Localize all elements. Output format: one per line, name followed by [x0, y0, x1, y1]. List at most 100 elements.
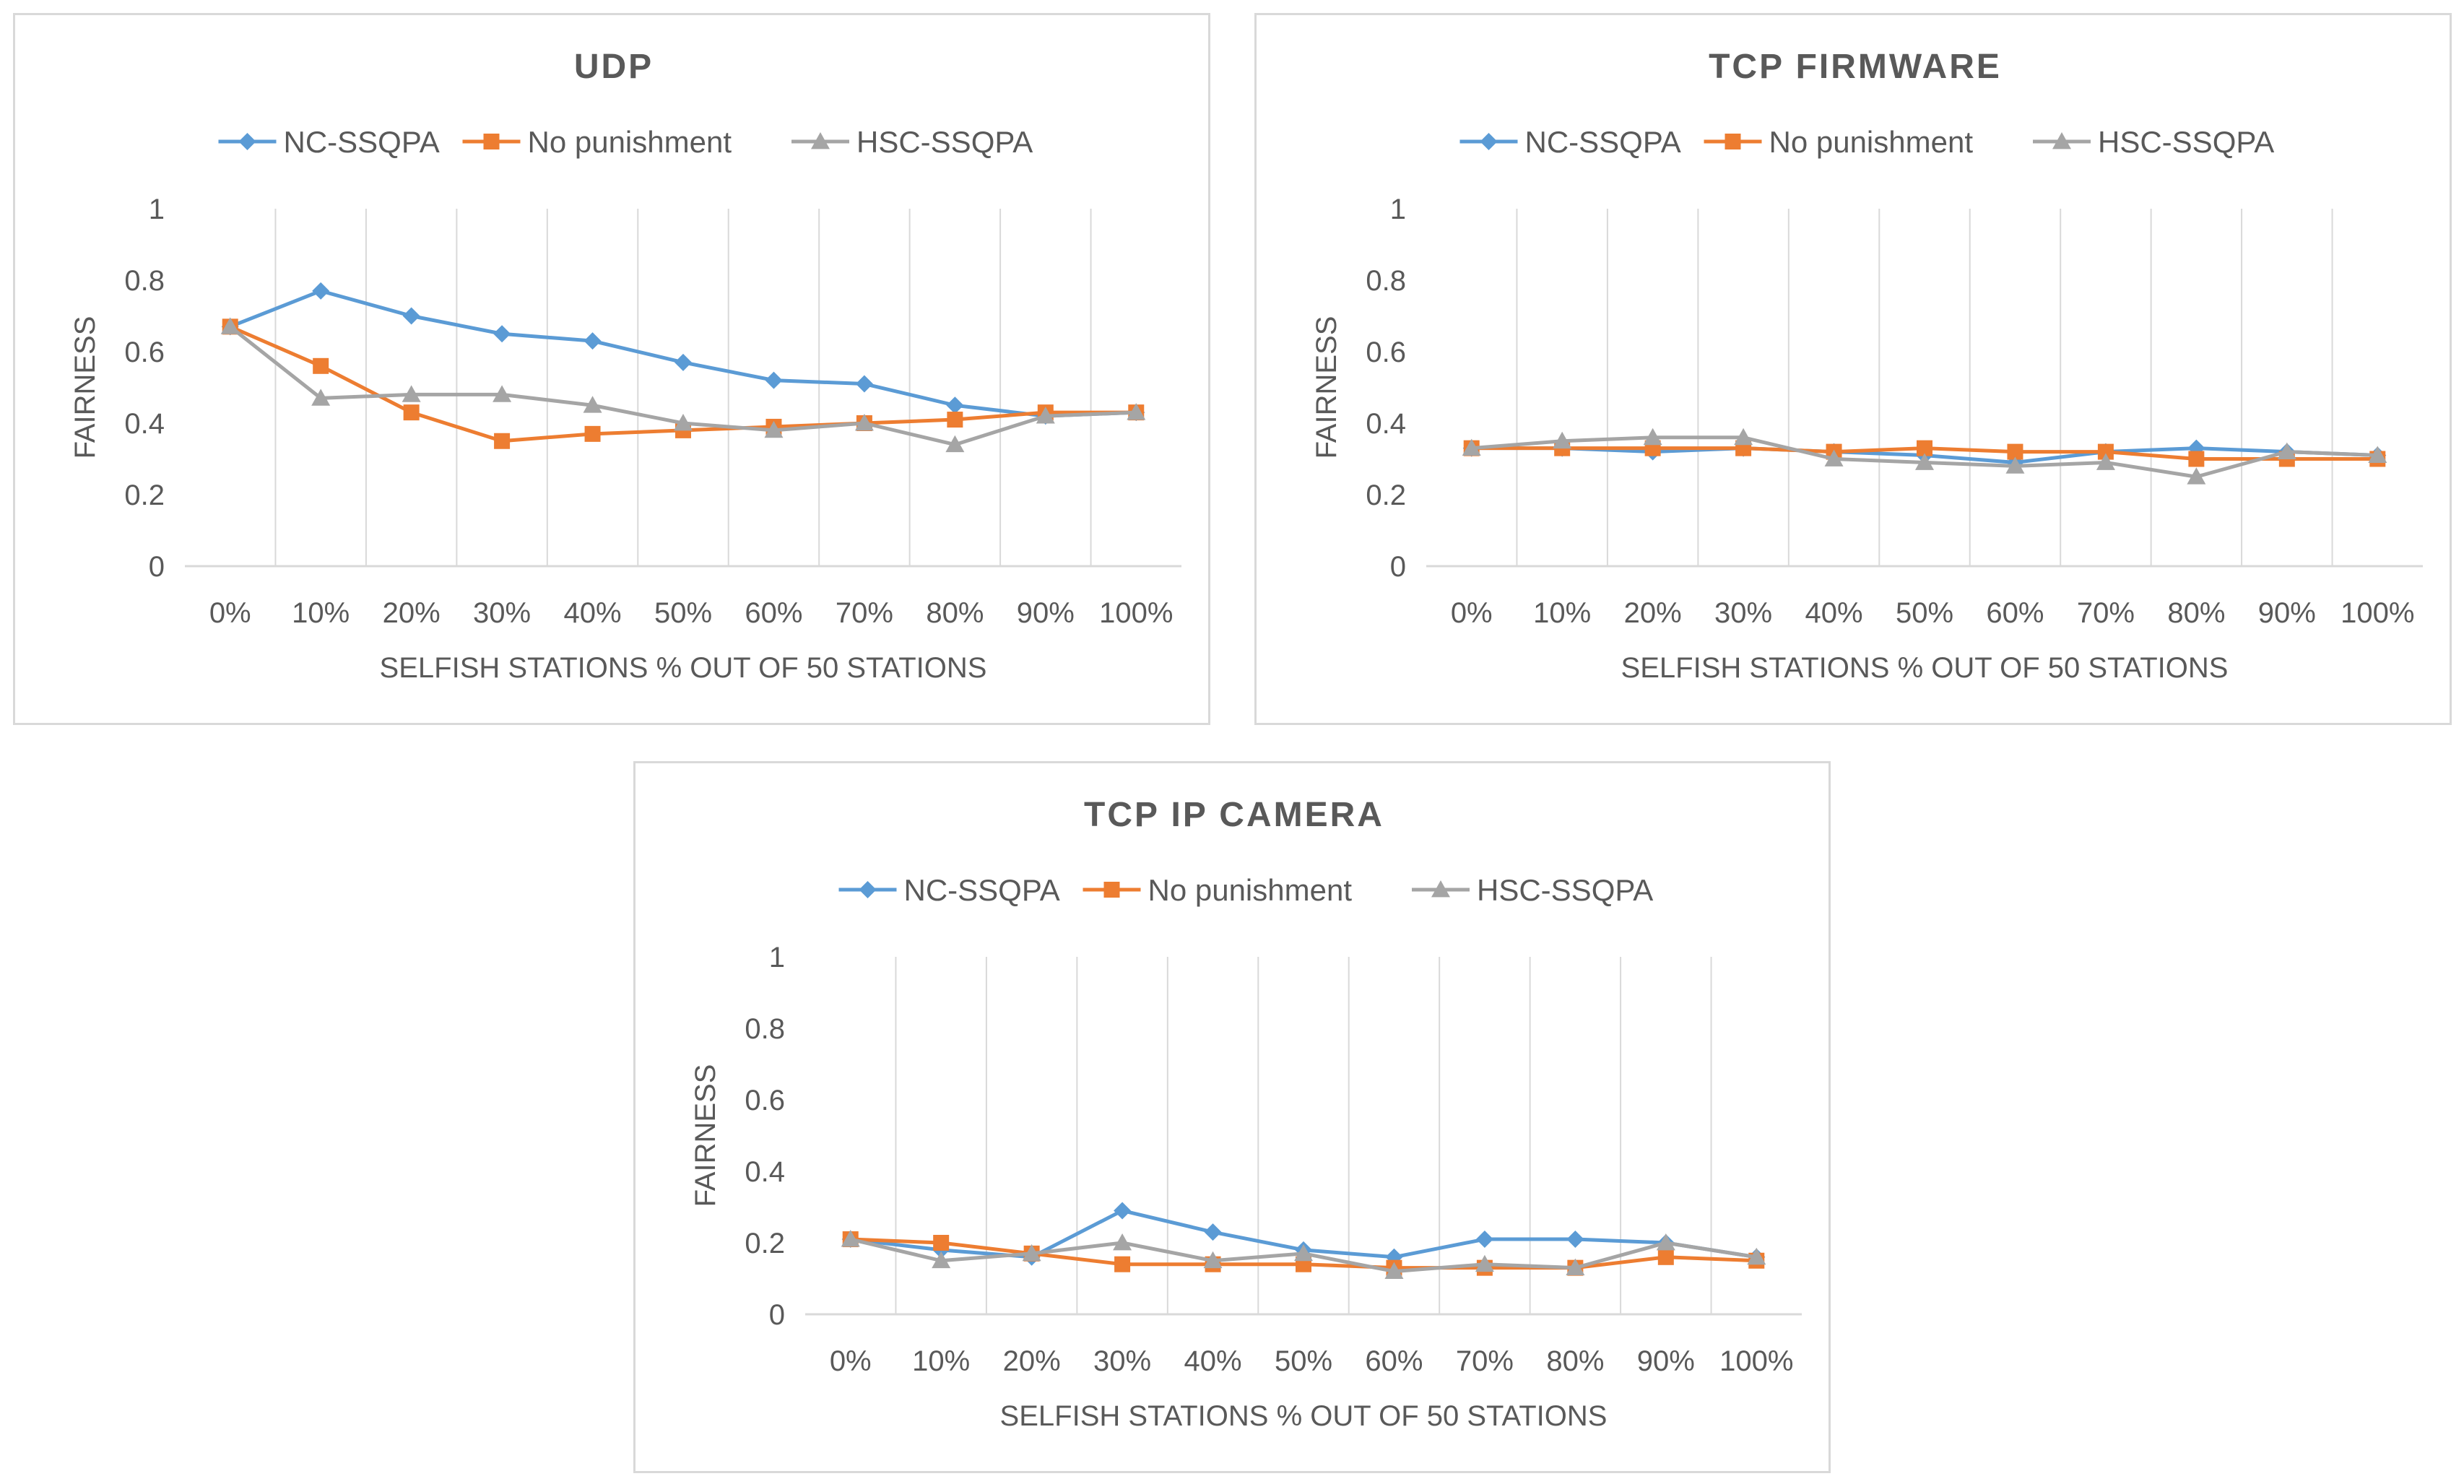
- chart-tcp-firmware: TCP FIRMWARE NC-SSQPA No punishment HSC-SSQ…: [1311, 48, 2423, 684]
- data-point: [1656, 1233, 1675, 1251]
- chart-panel-tcp-ip-camera: TCP IP CAMERA NC-SSQPA No punishment HSC-SS…: [633, 761, 1831, 1473]
- data-point: [1566, 1258, 1585, 1276]
- y-tick-label: 0.2: [1366, 480, 1406, 511]
- data-point: [312, 282, 330, 300]
- data-point: [1475, 1254, 1494, 1272]
- y-tick-label: 0: [149, 551, 165, 583]
- legend: NC-SSQPA No punishment HSC-SSQPA: [838, 873, 1653, 907]
- x-tick-label: 70%: [1456, 1345, 1514, 1377]
- data-point: [1204, 1223, 1222, 1241]
- legend-item-nc-ssqpa: NC-SSQPA: [218, 125, 440, 159]
- x-tick-label: 70%: [2077, 597, 2135, 629]
- x-tick-label: 50%: [654, 597, 712, 629]
- data-point: [841, 1230, 860, 1247]
- legend-marker-triangle: [2052, 132, 2071, 149]
- data-point: [1657, 1249, 1674, 1265]
- legend-label: NC-SSQPA: [1525, 125, 1681, 159]
- legend-label: NC-SSQPA: [284, 125, 440, 159]
- x-tick-label: 0%: [1451, 597, 1493, 629]
- x-tick-label: 40%: [1184, 1345, 1242, 1377]
- y-axis-title: FAIRNESS: [690, 1064, 721, 1207]
- legend-marker-square: [1725, 134, 1741, 149]
- x-tick-label: 60%: [1986, 597, 2044, 629]
- x-tick-label: 0%: [209, 597, 251, 629]
- y-tick-label: 0: [769, 1299, 785, 1331]
- legend-item-hsc-ssqpa: HSC-SSQPA: [2033, 125, 2274, 159]
- y-tick-label: 1: [769, 942, 785, 973]
- y-tick-label: 0.6: [745, 1085, 785, 1116]
- legend-marker-square: [483, 134, 500, 149]
- x-axis: 0% 10% 20% 30% 40% 50% 60% 70% 80% 90% 100%: [830, 1345, 1794, 1377]
- data-point: [1462, 438, 1481, 456]
- data-point: [402, 307, 420, 325]
- data-point: [2005, 456, 2025, 474]
- data-point: [402, 385, 421, 402]
- y-tick-label: 1: [149, 194, 165, 225]
- data-point: [2007, 443, 2023, 460]
- legend-label: NC-SSQPA: [904, 873, 1060, 907]
- x-tick-label: 100%: [1099, 597, 1173, 629]
- x-tick-label: 20%: [1624, 597, 1682, 629]
- x-tick-label: 10%: [292, 597, 350, 629]
- data-point: [1734, 428, 1753, 446]
- x-tick-label: 100%: [1719, 1345, 1793, 1377]
- data-point: [583, 396, 602, 413]
- data-point: [764, 420, 784, 438]
- data-point: [2096, 453, 2115, 470]
- x-tick-label: 10%: [1533, 597, 1591, 629]
- y-tick-label: 0: [1390, 551, 1406, 583]
- x-tick-label: 90%: [1017, 597, 1075, 629]
- data-point: [1747, 1247, 1766, 1265]
- data-point: [1114, 1256, 1131, 1272]
- legend-marker-diamond: [238, 133, 256, 150]
- y-axis-title: FAIRNESS: [69, 316, 101, 459]
- legend-label: HSC-SSQPA: [856, 125, 1033, 159]
- data-point: [945, 435, 965, 453]
- data-point: [220, 317, 240, 334]
- x-tick-label: 70%: [836, 597, 893, 629]
- data-point: [493, 325, 511, 343]
- y-axis-title: FAIRNESS: [1311, 316, 1342, 459]
- data-point: [932, 1251, 951, 1269]
- x-tick-label: 30%: [473, 597, 531, 629]
- x-tick-label: 30%: [1714, 597, 1772, 629]
- x-axis-title: SELFISH STATIONS % OUT OF 50 STATIONS: [380, 652, 987, 684]
- data-point: [2188, 451, 2205, 467]
- data-point: [2187, 467, 2206, 485]
- chart-title: TCP FIRMWARE: [1709, 48, 2002, 86]
- data-point: [1113, 1233, 1132, 1251]
- y-tick-label: 0.4: [124, 408, 165, 440]
- data-point: [1566, 1231, 1584, 1249]
- data-point: [1114, 1202, 1132, 1220]
- data-point: [933, 1235, 950, 1251]
- data-point: [1917, 440, 1932, 456]
- data-point: [1036, 407, 1055, 424]
- data-point: [855, 375, 873, 393]
- data-point: [403, 404, 420, 421]
- x-axis-title: SELFISH STATIONS % OUT OF 50 STATIONS: [1000, 1400, 1608, 1432]
- y-tick-label: 0.8: [124, 265, 165, 297]
- data-point: [1385, 1248, 1403, 1266]
- legend-label: No punishment: [1769, 125, 1974, 159]
- chart-tcp-ip-camera: TCP IP CAMERA NC-SSQPA No punishment HSC-SS…: [690, 796, 1802, 1432]
- legend-marker-triangle: [1431, 880, 1450, 898]
- x-tick-label: 60%: [1365, 1345, 1423, 1377]
- data-point: [2277, 442, 2296, 459]
- data-point: [674, 353, 692, 371]
- x-tick-label: 100%: [2341, 597, 2414, 629]
- data-point: [1203, 1251, 1223, 1269]
- legend-marker-square: [1103, 882, 1120, 898]
- data-point: [674, 414, 693, 431]
- x-axis: 0% 10% 20% 30% 40% 50% 60% 70% 80% 90% 100%: [1451, 597, 2415, 629]
- data-point: [493, 385, 512, 402]
- series-hsc-ssqpa: [1462, 428, 2387, 485]
- data-point: [313, 357, 329, 374]
- x-tick-label: 0%: [830, 1345, 872, 1377]
- data-point: [1384, 1262, 1404, 1279]
- data-point: [2097, 443, 2114, 460]
- y-axis: 0 0.2 0.4 0.6 0.8 1: [124, 194, 165, 583]
- x-tick-label: 20%: [1003, 1345, 1061, 1377]
- y-tick-label: 0.6: [124, 337, 165, 368]
- legend-item-hsc-ssqpa: HSC-SSQPA: [791, 125, 1033, 159]
- legend-item-no-punishment: No punishment: [1083, 873, 1352, 907]
